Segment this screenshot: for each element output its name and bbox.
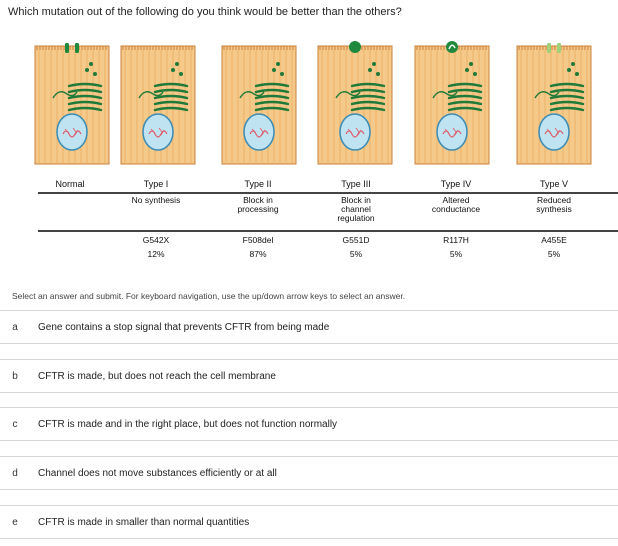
- nucleus-icon: [243, 113, 275, 151]
- dna-icon: [345, 130, 365, 138]
- option-text: CFTR is made in smaller than normal quan…: [38, 516, 250, 528]
- option-e[interactable]: e CFTR is made in smaller than normal qu…: [0, 505, 618, 539]
- cftr-channel-icon: [349, 41, 361, 53]
- mutation-type-5: A455E: [541, 235, 567, 245]
- option-d[interactable]: d Channel does not move substances effic…: [0, 456, 618, 490]
- mutation-type-3: G551D: [342, 235, 370, 245]
- mutation-type-2: F508del: [242, 235, 274, 245]
- type-label-2: Type II: [244, 179, 272, 189]
- mutation-type-4: R117H: [443, 235, 469, 245]
- option-text: Gene contains a stop signal that prevent…: [38, 321, 330, 333]
- dna-icon: [62, 130, 82, 138]
- table-divider: [38, 192, 618, 194]
- type-label-1: Type I: [143, 179, 169, 189]
- nucleus-icon: [538, 113, 570, 151]
- frequency-type-3: 5%: [349, 249, 363, 259]
- type-label-5: Type V: [539, 179, 568, 189]
- cell-type-1: [120, 45, 196, 165]
- cell-type-3: [317, 41, 393, 165]
- question-text: Which mutation out of the following do y…: [8, 6, 402, 18]
- option-text: CFTR is made, but does not reach the cel…: [38, 370, 276, 382]
- table-divider: [38, 230, 618, 232]
- option-c[interactable]: c CFTR is made and in the right place, b…: [0, 407, 618, 441]
- frequency-type-4: 5%: [449, 249, 463, 259]
- dna-icon: [442, 130, 462, 138]
- effect-type-5: Reduced synthesis: [536, 195, 572, 214]
- option-letter: e: [12, 516, 18, 528]
- cftr-channel-icon: [547, 43, 551, 53]
- option-text: CFTR is made and in the right place, but…: [38, 418, 338, 430]
- instructions-text: Select an answer and submit. For keyboar…: [12, 291, 406, 301]
- cell-type-4: [414, 41, 490, 165]
- type-label-normal: Normal: [55, 179, 85, 189]
- cell-type-5: [516, 43, 592, 165]
- cftr-channel-icon: [65, 43, 69, 53]
- effect-type-2: Block in processing: [237, 195, 279, 214]
- cell-type-2: [221, 45, 297, 165]
- nucleus-icon: [142, 113, 174, 151]
- type-label-4: Type IV: [440, 179, 472, 189]
- cell-illustrations: [34, 41, 592, 165]
- effect-type-1: No synthesis: [131, 195, 181, 205]
- cftr-channel-icon: [446, 41, 458, 53]
- option-letter: b: [12, 370, 18, 382]
- option-a[interactable]: a Gene contains a stop signal that preve…: [0, 310, 618, 344]
- cftr-mutation-figure: Normal Type I Type II Type III Type IV T…: [0, 30, 618, 270]
- frequency-type-5: 5%: [547, 249, 561, 259]
- dna-icon: [148, 130, 168, 138]
- cell-normal: [34, 43, 110, 165]
- option-letter: a: [12, 321, 18, 333]
- frequency-type-1: 12%: [147, 249, 165, 259]
- effect-type-4: Altered conductance: [431, 195, 481, 214]
- frequency-type-2: 87%: [249, 249, 267, 259]
- option-letter: d: [12, 467, 18, 479]
- dna-icon: [544, 130, 564, 138]
- mutation-type-1: G542X: [142, 235, 170, 245]
- dna-icon: [249, 130, 269, 138]
- option-letter: c: [12, 418, 18, 430]
- nucleus-icon: [339, 113, 371, 151]
- option-text: Channel does not move substances efficie…: [38, 467, 277, 479]
- nucleus-icon: [56, 113, 88, 151]
- type-label-3: Type III: [341, 179, 371, 189]
- effect-type-3: Block in channel regulation: [337, 195, 375, 223]
- option-b[interactable]: b CFTR is made, but does not reach the c…: [0, 359, 618, 393]
- nucleus-icon: [436, 113, 468, 151]
